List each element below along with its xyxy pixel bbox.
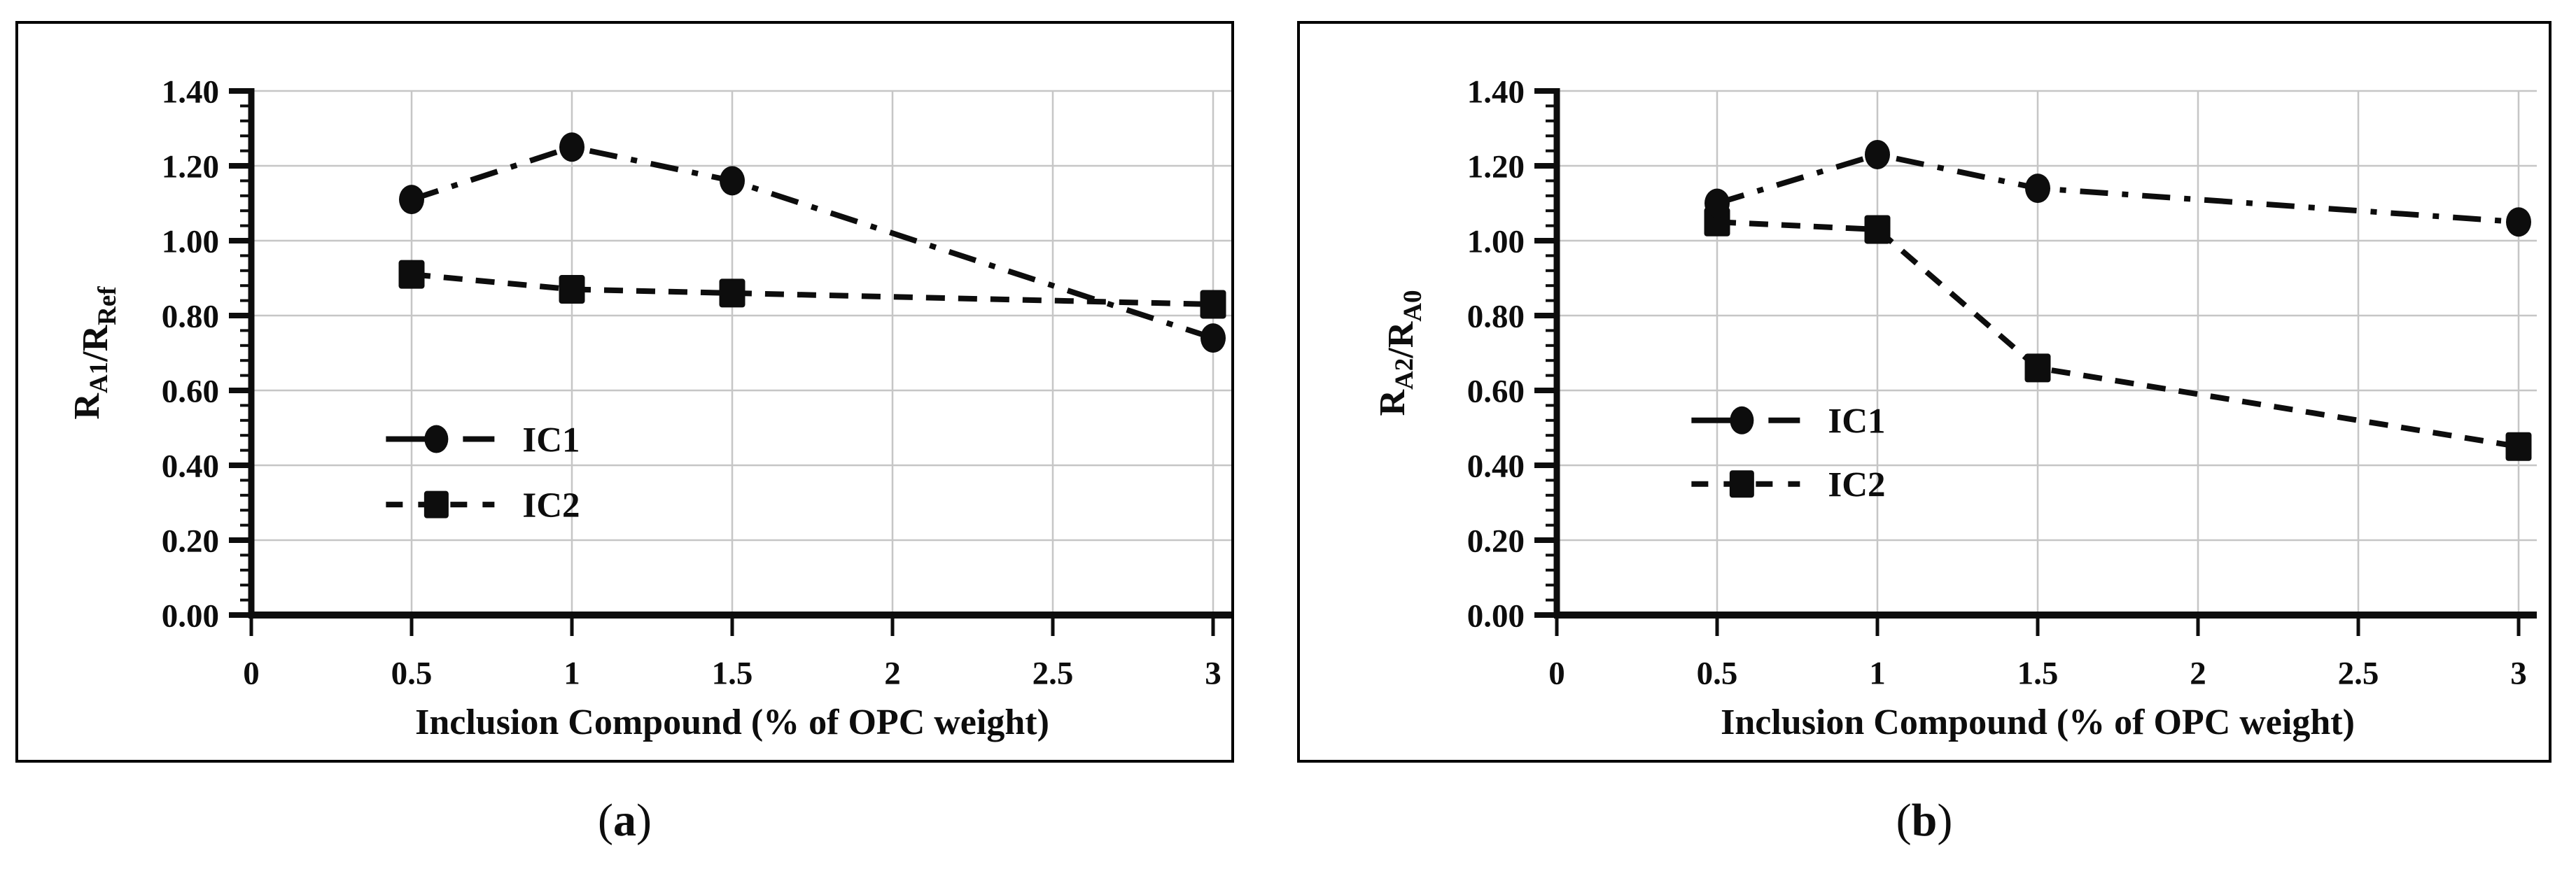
series-line-ic1 bbox=[1716, 151, 2519, 225]
legend-label-ic2: IC2 bbox=[1828, 466, 1885, 505]
data-point-ic1 bbox=[2506, 207, 2531, 237]
data-point-ic2 bbox=[719, 278, 746, 308]
y-tick-label: 0.60 bbox=[162, 373, 219, 409]
x-axis-title: Inclusion Compound (% of OPC weight) bbox=[415, 702, 1049, 742]
caption-b-open-paren: ( bbox=[1896, 795, 1912, 846]
y-tick-label: 1.20 bbox=[1467, 148, 1525, 185]
x-tick-label: 1 bbox=[1869, 655, 1886, 691]
x-tick-label: 1.5 bbox=[712, 655, 753, 691]
y-tick-label: 0.40 bbox=[162, 448, 219, 484]
data-point-ic2 bbox=[1200, 290, 1226, 319]
x-tick-label: 1 bbox=[564, 655, 580, 691]
y-tick-label: 0.80 bbox=[1467, 298, 1525, 334]
x-axis-title: Inclusion Compound (% of OPC weight) bbox=[1721, 702, 2355, 742]
x-tick-label: 2 bbox=[884, 655, 901, 691]
data-point-ic1 bbox=[2025, 174, 2050, 204]
caption-b-close-paren: ) bbox=[1937, 795, 1953, 846]
chart-panel-b: 0.00 0.20 0.40 0.60 0.80 1.00 1.20 1.40 0 0.5 1 1.5… bbox=[1297, 21, 2552, 763]
y-axis-title: RA2/RA0 bbox=[1373, 290, 1427, 416]
series-line-ic2 bbox=[1716, 219, 2519, 450]
series-line-ic1 bbox=[410, 144, 1214, 341]
data-point-ic2 bbox=[2024, 353, 2051, 383]
chart-a-svg: 0.00 0.20 0.40 0.60 0.80 1.00 1.20 1.40 0 0.5 1 1.5… bbox=[67, 73, 1231, 742]
x-tick-label: 0.5 bbox=[1697, 655, 1738, 691]
y-tick-label: 1.00 bbox=[1467, 223, 1525, 260]
data-point-ic1 bbox=[720, 166, 745, 196]
y-tick-label: 0.00 bbox=[162, 598, 219, 634]
data-point-ic1 bbox=[1704, 188, 1730, 218]
legend-label-ic2: IC2 bbox=[522, 486, 580, 525]
y-tick-label: 0.20 bbox=[162, 523, 219, 559]
data-point-ic2 bbox=[559, 275, 585, 304]
x-tick-label: 0 bbox=[243, 655, 260, 691]
data-point-ic1 bbox=[1865, 139, 1890, 169]
x-tick-label: 2.5 bbox=[1032, 655, 1074, 691]
x-tick-label: 1.5 bbox=[2017, 655, 2059, 691]
legend-marker-ic1 bbox=[424, 425, 449, 453]
data-point-ic1 bbox=[559, 132, 584, 162]
data-point-ic1 bbox=[399, 185, 424, 215]
y-tick-label: 1.00 bbox=[162, 223, 219, 260]
data-point-ic1 bbox=[1200, 323, 1226, 353]
y-tick-label: 0.80 bbox=[162, 298, 219, 334]
y-tick-label: 1.40 bbox=[162, 73, 219, 110]
legend-label-ic1: IC1 bbox=[522, 421, 580, 460]
chart-panel-a: 0.00 0.20 0.40 0.60 0.80 1.00 1.20 1.40 0 0.5 1 1.5… bbox=[15, 21, 1234, 763]
caption-b-letter: b bbox=[1911, 795, 1938, 846]
y-tick-label: 0.20 bbox=[1467, 523, 1525, 559]
data-point-ic2 bbox=[1864, 215, 1891, 244]
y-tick-label: 0.00 bbox=[1467, 598, 1525, 634]
legend-marker-ic2 bbox=[424, 490, 449, 518]
y-tick-label: 1.20 bbox=[162, 148, 219, 185]
caption-a-open-paren: ( bbox=[598, 795, 613, 846]
x-tick-label: 2 bbox=[2190, 655, 2206, 691]
x-tick-label: 3 bbox=[1205, 655, 1222, 691]
series-line-ic2 bbox=[411, 271, 1214, 307]
x-tick-label: 0.5 bbox=[391, 655, 433, 691]
x-tick-label: 3 bbox=[2510, 655, 2527, 691]
y-tick-label: 0.60 bbox=[1467, 373, 1525, 409]
caption-b: (b) bbox=[1297, 775, 2552, 866]
legend-marker-ic2 bbox=[1729, 470, 1754, 498]
caption-a-close-paren: ) bbox=[636, 795, 652, 846]
caption-a: (a) bbox=[15, 775, 1234, 866]
y-tick-label: 0.40 bbox=[1467, 448, 1525, 484]
x-tick-label: 2.5 bbox=[2338, 655, 2379, 691]
legend-label-ic1: IC1 bbox=[1828, 402, 1885, 441]
data-point-ic2 bbox=[2505, 432, 2532, 461]
data-point-ic2 bbox=[398, 260, 425, 289]
y-axis-title: RA1/RRef bbox=[67, 286, 122, 420]
caption-a-letter: a bbox=[613, 795, 636, 846]
y-tick-label: 1.40 bbox=[1467, 73, 1525, 110]
x-tick-label: 0 bbox=[1548, 655, 1565, 691]
legend-marker-ic1 bbox=[1730, 406, 1754, 435]
chart-b-svg: 0.00 0.20 0.40 0.60 0.80 1.00 1.20 1.40 0 0.5 1 1.5… bbox=[1373, 73, 2537, 742]
